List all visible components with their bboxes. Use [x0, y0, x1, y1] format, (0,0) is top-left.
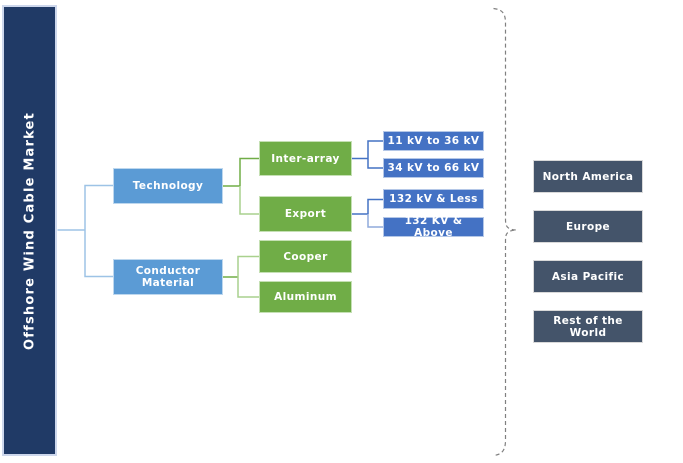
- kv-132-less-label: 132 kV & Less: [389, 193, 478, 205]
- kv-34-to-66-label: 34 kV to 66 kV: [387, 162, 480, 174]
- conductor-connector-light: [237, 186, 259, 298]
- cooper-box: Cooper: [259, 240, 352, 273]
- region-label-europe: Europe: [565, 220, 611, 233]
- kv-11-to-36-label: 11 kV to 36 kV: [387, 135, 480, 147]
- aluminum-label: Aluminum: [274, 291, 337, 303]
- voltage-connector-dark: [352, 140, 383, 215]
- region-label-asia-pacific: Asia Pacific: [551, 270, 625, 283]
- region-box-north-america: North America: [533, 160, 643, 193]
- technology-label: Technology: [132, 180, 204, 192]
- root-connector-lines: [57, 184, 113, 278]
- region-label-rest-of-world: Rest of the World: [553, 314, 623, 339]
- kv-34-to-66-box: 34 kV to 66 kV: [383, 158, 484, 178]
- kv-132-above-label: 132 KV & Above: [404, 215, 463, 239]
- inter-array-box: Inter-array: [259, 141, 352, 176]
- region-box-rest-of-world: Rest of the World: [533, 310, 643, 343]
- aluminum-box: Aluminum: [259, 281, 352, 313]
- diagram-title: Offshore Wind Cable Market: [22, 111, 37, 350]
- export-label: Export: [284, 208, 327, 220]
- cooper-label: Cooper: [283, 250, 328, 263]
- region-box-europe: Europe: [533, 210, 643, 243]
- root-bar: Offshore Wind Cable Market: [2, 5, 57, 456]
- technology-box: Technology: [113, 168, 223, 204]
- export-box: Export: [259, 196, 352, 232]
- voltage-connector-light: [367, 214, 383, 228]
- technology-connector-dark: [223, 157, 259, 278]
- inter-array-label: Inter-array: [271, 152, 340, 165]
- grouping-brace: [493, 7, 517, 457]
- conductor-material-box: Conductor Material: [113, 259, 223, 295]
- kv-132-above-box: 132 KV & Above: [383, 215, 484, 239]
- kv-132-less-box: 132 kV & Less: [383, 189, 484, 209]
- conductor-material-label: Conductor Material: [135, 265, 201, 289]
- kv-11-to-36-box: 11 kV to 36 kV: [383, 131, 484, 151]
- region-box-asia-pacific: Asia Pacific: [533, 260, 643, 293]
- region-label-north-america: North America: [542, 170, 634, 183]
